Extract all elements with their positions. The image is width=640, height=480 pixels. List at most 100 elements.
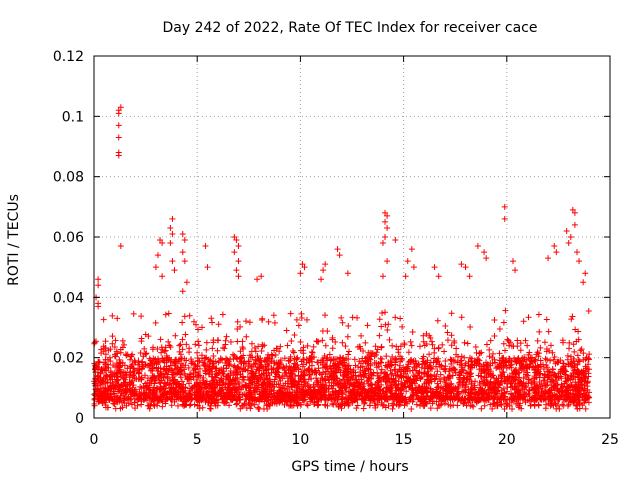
data-point (209, 319, 216, 326)
data-point (178, 360, 185, 367)
data-point (261, 357, 268, 364)
data-point (508, 370, 515, 377)
data-point (109, 340, 116, 347)
data-point (186, 312, 193, 319)
data-point (442, 379, 449, 386)
data-point (114, 350, 121, 357)
data-point (109, 312, 116, 319)
data-point (264, 390, 271, 397)
data-point (324, 373, 331, 380)
data-point (574, 393, 581, 400)
data-point (537, 363, 544, 370)
data-point (378, 392, 385, 399)
data-point (545, 368, 552, 375)
data-point (186, 380, 193, 387)
data-point (267, 378, 274, 385)
data-point (559, 384, 566, 391)
data-point (304, 381, 311, 388)
data-point (223, 392, 230, 399)
data-point (310, 381, 317, 388)
data-point (222, 359, 229, 366)
data-point (106, 373, 113, 380)
data-point (364, 389, 371, 396)
data-point (242, 382, 249, 389)
data-point (138, 313, 145, 320)
data-point (124, 395, 131, 402)
data-point (254, 382, 261, 389)
data-point (150, 355, 157, 362)
data-point (339, 319, 346, 326)
data-point (428, 394, 435, 401)
data-point (403, 374, 410, 381)
data-point (318, 357, 325, 364)
data-point (540, 366, 547, 373)
data-point (448, 310, 455, 317)
data-point (344, 333, 351, 340)
data-point (349, 314, 356, 321)
data-point (492, 359, 499, 366)
data-point (404, 378, 411, 385)
data-point (197, 394, 204, 401)
data-point (241, 400, 248, 407)
data-point (341, 402, 348, 409)
data-point (218, 356, 225, 363)
data-point (551, 243, 558, 250)
data-point (575, 328, 582, 335)
data-point (321, 391, 328, 398)
data-point (109, 333, 116, 340)
data-point (526, 349, 533, 356)
data-point (498, 395, 505, 402)
data-point (554, 385, 561, 392)
data-point (393, 391, 400, 398)
data-point (152, 264, 159, 271)
data-point (182, 384, 189, 391)
data-point (462, 382, 469, 389)
data-point (263, 385, 270, 392)
data-point (161, 379, 168, 386)
data-point (243, 333, 250, 340)
chart-title: Day 242 of 2022, Rate Of TEC Index for r… (163, 20, 538, 36)
data-point (520, 318, 527, 325)
data-point (462, 395, 469, 402)
data-point (157, 394, 164, 401)
data-point (100, 389, 107, 396)
data-point (137, 350, 144, 357)
data-point (516, 359, 523, 366)
data-point (109, 376, 116, 383)
data-point (324, 328, 331, 335)
data-point (203, 339, 210, 346)
data-point (454, 402, 461, 409)
data-point (227, 371, 234, 378)
data-point (448, 380, 455, 387)
data-point (486, 353, 493, 360)
data-point (402, 366, 409, 373)
data-point (407, 382, 414, 389)
data-point (573, 394, 580, 401)
data-point (301, 367, 308, 374)
data-point (315, 359, 322, 366)
data-point (427, 365, 434, 372)
data-point (473, 398, 480, 405)
data-point (193, 383, 200, 390)
data-point (224, 394, 231, 401)
data-point (126, 379, 133, 386)
data-point (376, 374, 383, 381)
data-point (526, 393, 533, 400)
data-point (185, 364, 192, 371)
data-point (311, 367, 318, 374)
data-point (496, 350, 503, 357)
data-point (165, 338, 172, 345)
data-point (515, 404, 522, 411)
data-point (165, 381, 172, 388)
data-point (306, 371, 313, 378)
data-point (489, 384, 496, 391)
data-point (330, 392, 337, 399)
data-point (181, 366, 188, 373)
data-point (531, 375, 538, 382)
data-point (194, 349, 201, 356)
data-point (578, 346, 585, 353)
data-point (325, 368, 332, 375)
data-point (293, 363, 300, 370)
data-point (372, 404, 379, 411)
data-point (346, 401, 353, 408)
